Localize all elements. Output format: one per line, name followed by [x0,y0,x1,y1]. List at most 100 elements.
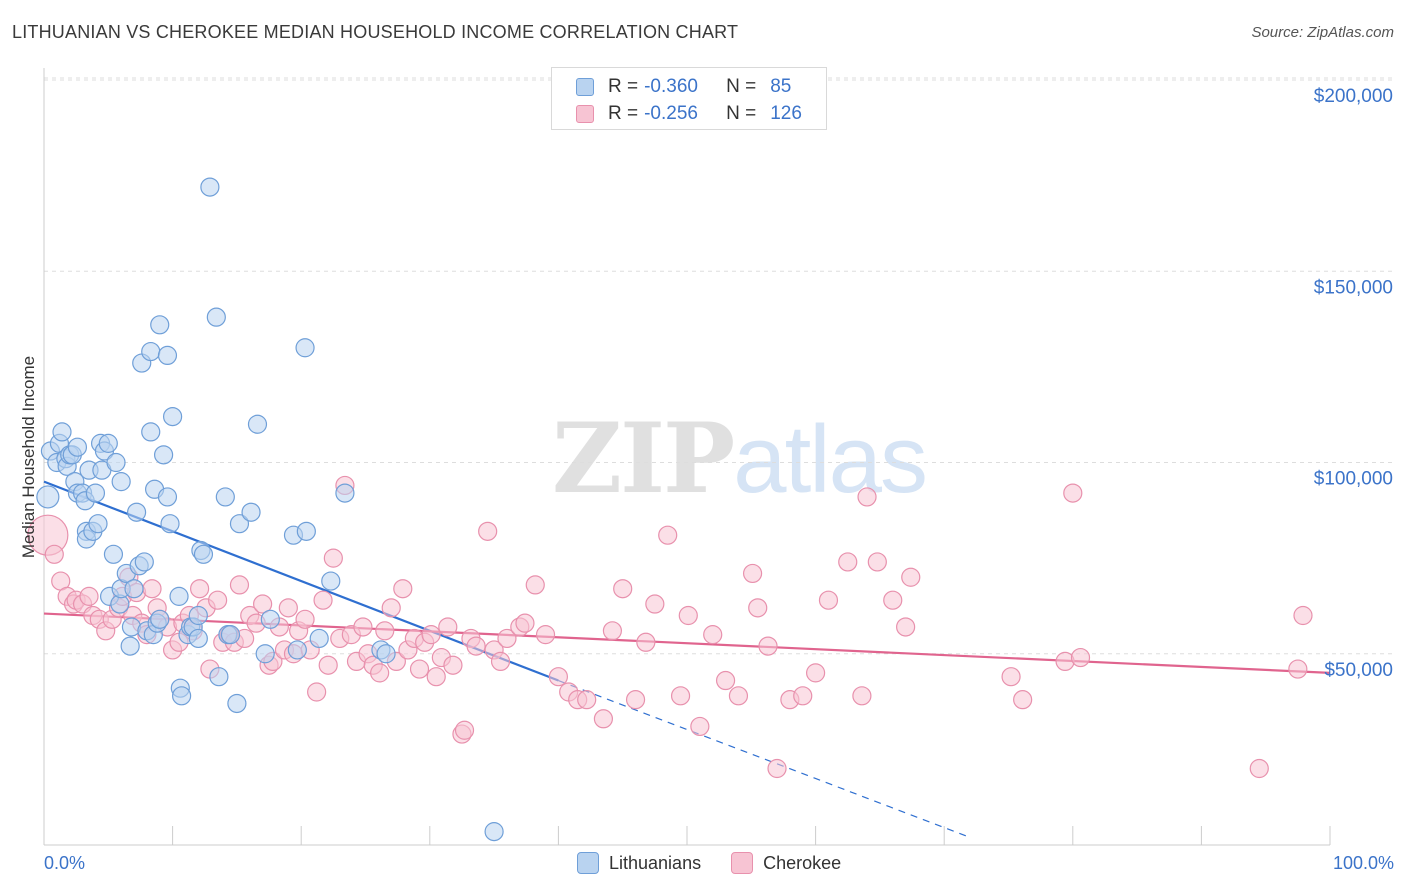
cherokee-point [896,617,916,637]
cherokee-point [466,636,486,656]
cherokee-point [805,663,826,683]
lithuanian-point [134,552,154,572]
cherokee-point [515,613,535,633]
cherokee-point [577,690,597,710]
legend-item-cherokee[interactable]: Cherokee [731,852,841,874]
cherokee-point [793,686,813,706]
y-tick-label: $100,000 [1314,469,1393,490]
legend-r-value: -0.256 [644,103,698,124]
legend-r-label: R = [608,76,639,97]
cherokee-point [278,598,298,618]
y-tick-label: $150,000 [1314,277,1393,298]
lithuanian-point [120,636,140,656]
cherokee-point [715,670,736,691]
grid-layer [44,77,1395,655]
cherokee-point [478,521,498,541]
lithuanian-point [88,514,108,534]
cherokee-point [548,667,569,687]
legend-swatch-blue [576,78,594,96]
lithuanian-point [150,609,170,629]
correlation-legend: R = -0.360 N = 85 R = -0.256 N = 126 [551,67,827,130]
lithuanian-point [220,625,241,645]
x-tick-label: 100.0% [1333,853,1394,873]
axis-layer [43,68,1331,846]
cherokee-point [1063,483,1083,503]
lithuanian-point [157,345,178,365]
cherokee-point [1293,605,1313,626]
cherokee-point [295,609,315,629]
cherokee-point [857,487,877,507]
cherokee-point [593,709,614,729]
lithuanian-point [227,693,247,714]
lithuanian-point [150,315,170,335]
lithuanian-point [103,544,124,564]
lithuanian-point [209,667,229,687]
label-layer: $50,000 $100,000 $150,000 $200,000 0.0% 100.0… [19,86,1394,873]
cherokee-point [1013,690,1033,710]
cherokee-point [728,686,749,706]
lithuanian-point [287,640,307,660]
legend-r-label: R = [608,103,639,124]
lithuanian-point [126,502,147,522]
series-legend: Lithuanians Cherokee [577,852,871,874]
cherokee-point [645,594,665,614]
lithuanian-point [36,485,60,509]
cherokee-point [353,617,373,637]
cherokee-point [375,621,395,641]
cherokee-point [229,575,250,595]
cherokee-point [370,663,390,683]
lithuanian-point [255,644,275,664]
lithuanian-points [36,177,504,842]
cherokee-point [44,544,64,564]
cherokee-point [323,548,343,568]
cherokee-point [636,632,656,652]
lithuanian-point [247,414,268,434]
legend-row-cherokee: R = -0.256 N = 126 [576,102,802,126]
cherokee-point [253,594,273,614]
y-tick-label: $50,000 [1324,660,1393,681]
lithuanian-point [163,407,183,427]
legend-item-lithuanians[interactable]: Lithuanians [577,852,701,874]
legend-n-label: N = [726,76,757,97]
lithuanian-point [295,338,315,358]
watermark-zip: ZIP [552,402,735,515]
cherokee-point [818,590,839,610]
trend-extension-lithuanians [558,679,971,838]
cherokee-point [1249,758,1269,779]
cherokee-point [409,659,430,679]
cherokee-point [535,625,556,645]
cherokee-point [525,575,545,595]
cherokee-point [883,590,903,610]
legend-label-lithuanians: Lithuanians [609,852,702,873]
lithuanian-point [85,483,106,503]
lithuanian-point [296,521,316,541]
lithuanian-point [241,502,261,522]
watermark-atlas: atlas [733,406,928,513]
cherokee-point [602,621,623,641]
legend-swatch-pink [731,852,754,874]
lithuanian-point [321,571,341,591]
lithuanian-point [98,433,118,453]
legend-n-label: N = [726,103,757,124]
cherokee-point [313,590,333,610]
lithuanian-point [188,628,208,649]
cherokee-point [443,655,463,675]
cherokee-point [497,628,517,649]
lithuanian-point [188,605,208,626]
cherokee-point [454,720,475,740]
legend-label-cherokee: Cherokee [763,852,842,873]
cherokee-point [670,686,691,706]
cherokee-point [421,625,441,645]
cherokee-point [678,605,698,626]
cherokee-point [307,682,327,702]
y-tick-label: $200,000 [1314,86,1393,107]
lithuanian-point [200,177,220,197]
cherokee-point [1001,667,1021,687]
cherokee-point [613,579,633,599]
cherokee-point [767,758,787,779]
lithuanian-point [153,445,174,465]
cherokee-point [703,625,723,645]
cherokee-point [190,579,210,599]
legend-swatch-pink [576,105,594,123]
cherokee-point [690,716,710,737]
